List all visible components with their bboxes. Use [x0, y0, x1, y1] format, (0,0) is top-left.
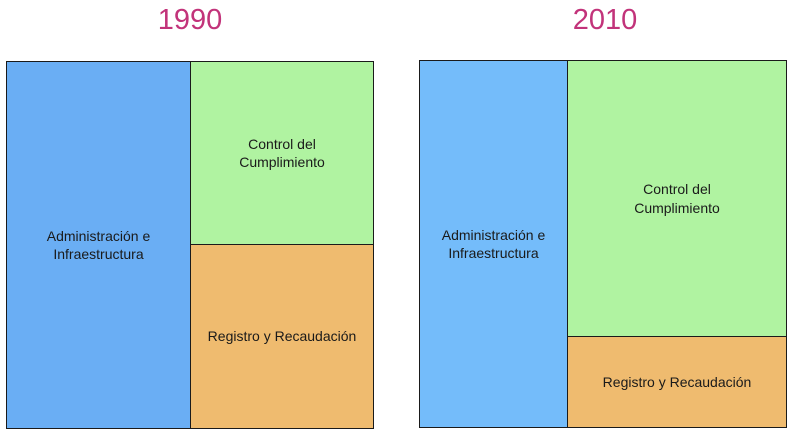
year-title-1990: 1990	[157, 4, 223, 36]
cell-administracion-infraestructura-2010: Administración e Infraestructura	[419, 60, 568, 428]
year-title-2010: 2010	[572, 4, 638, 36]
cell-control-cumplimiento-1990: Control del Cumplimiento	[190, 61, 374, 245]
cell-registro-recaudacion-2010: Registro y Recaudación	[567, 336, 787, 428]
cell-label: Control del Cumplimiento	[239, 135, 325, 170]
cell-registro-recaudacion-1990: Registro y Recaudación	[190, 244, 374, 429]
treemap-2010: Administración e Infraestructura Control…	[419, 60, 787, 428]
cell-label: Administración e Infraestructura	[441, 226, 546, 261]
cell-control-cumplimiento-2010: Control del Cumplimiento	[567, 60, 787, 337]
treemap-1990: Administración e Infraestructura Control…	[6, 61, 374, 429]
cell-label: Administración e Infraestructura	[46, 227, 151, 262]
cell-administracion-infraestructura-1990: Administración e Infraestructura	[6, 61, 191, 429]
cell-label: Registro y Recaudación	[207, 328, 357, 345]
cell-label: Control del Cumplimiento	[634, 181, 720, 216]
cell-label: Registro y Recaudación	[602, 373, 752, 390]
